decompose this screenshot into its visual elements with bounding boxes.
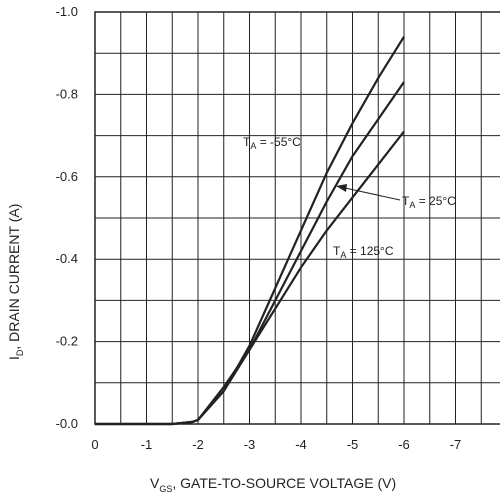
y-tick-label: -0.6 <box>56 169 78 184</box>
y-tick-labels: -0.0 -0.2 -0.4 -0.6 -0.8 -1.0 <box>56 4 78 431</box>
x-tick-label: -6 <box>398 437 410 452</box>
x-tick-label: -7 <box>450 437 462 452</box>
y-tick-label: -1.0 <box>56 4 78 19</box>
y-tick-label: -0.4 <box>56 251 78 266</box>
x-tick-label: -1 <box>141 437 153 452</box>
x-tick-label: -2 <box>192 437 204 452</box>
x-tick-label: -3 <box>244 437 256 452</box>
x-tick-labels: 0-1-2-3-4-5-6-7-8 <box>91 437 462 452</box>
series-line-2 <box>95 130 405 426</box>
annotation-25c-leader <box>344 187 401 201</box>
y-tick-label: -0.8 <box>56 86 78 101</box>
x-axis-label: VGS, GATE-TO-SOURCE VOLTAGE (V) <box>150 475 396 494</box>
grid <box>94 11 500 425</box>
x-tick-label: 0 <box>91 437 98 452</box>
annotation-125c: TA = 125°C <box>333 244 394 260</box>
y-tick-label: -0.2 <box>56 334 78 349</box>
annotation-minus55c: TA = -55°C <box>243 135 301 151</box>
x-tick-label: -5 <box>347 437 359 452</box>
annotation-25c: TA = 25°C <box>402 194 456 210</box>
x-tick-label: -4 <box>295 437 307 452</box>
annotation-25c-arrowhead <box>336 184 347 192</box>
plot-frame <box>94 11 500 425</box>
y-tick-label: -0.0 <box>56 416 78 431</box>
series-lines <box>95 36 405 426</box>
y-axis-label: ID, DRAIN CURRENT (A) <box>6 204 25 360</box>
